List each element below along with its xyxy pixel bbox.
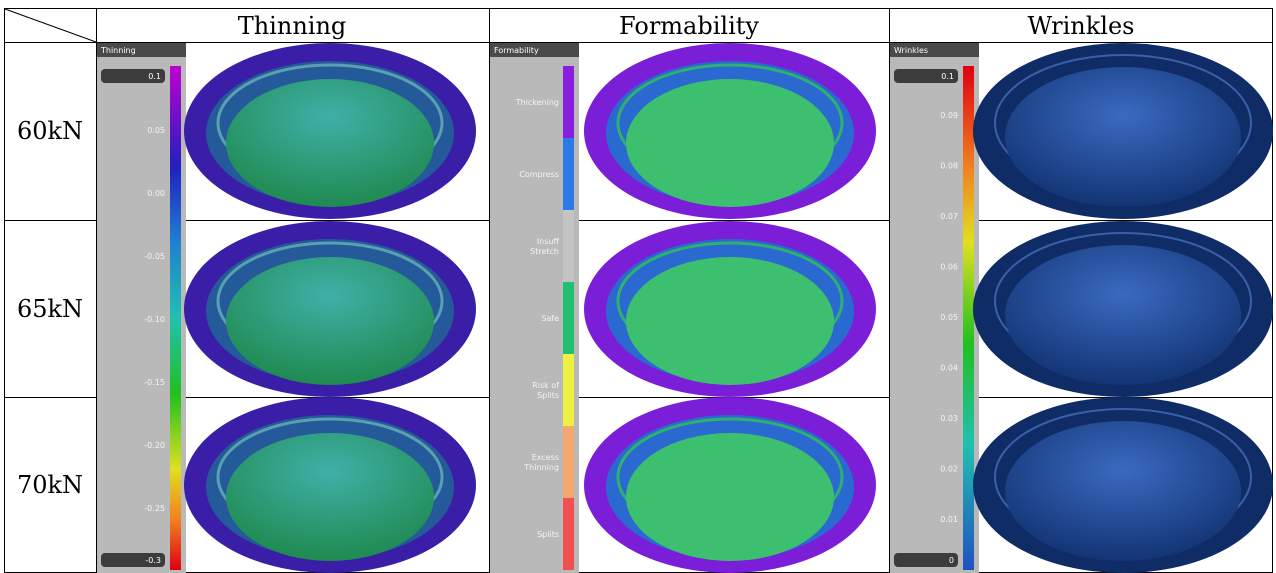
legend-bottom: -0.3 <box>145 556 161 565</box>
legend-top: 0.1 <box>941 72 954 81</box>
legend-label: Safe <box>541 314 559 323</box>
legend-label: -0.15 <box>144 378 165 387</box>
row-header: 60kN <box>17 117 83 145</box>
category-swatch <box>563 498 574 570</box>
legend-label: -0.05 <box>144 252 165 261</box>
row-header: 70kN <box>17 471 83 499</box>
legend-label: Splits <box>537 530 559 539</box>
legend-bottom: 0 <box>949 556 954 565</box>
legend-label: Insuff <box>537 237 560 246</box>
bowl-image <box>584 221 876 397</box>
legend-title: Thinning <box>100 46 136 55</box>
legend-label: 0.00 <box>147 189 165 198</box>
legend-label: 0.05 <box>940 313 958 322</box>
legend-label: 0.07 <box>940 212 958 221</box>
bowl-inner <box>226 257 434 385</box>
color-bar <box>170 66 181 570</box>
category-swatch <box>563 138 574 210</box>
bowl-inner <box>226 433 434 561</box>
legend-label: Stretch <box>530 247 559 256</box>
category-swatch <box>563 66 574 138</box>
legend-label: 0.08 <box>940 162 958 171</box>
row-header: 65kN <box>17 295 83 323</box>
category-swatch <box>563 426 574 498</box>
bowl-image <box>973 397 1273 573</box>
bowl-inner <box>226 79 434 207</box>
legend-label: Excess <box>532 453 559 462</box>
bowl-image <box>584 397 876 573</box>
column-header: Formability <box>619 12 759 40</box>
bowl-image <box>584 43 876 219</box>
legend-label: 0.03 <box>940 414 958 423</box>
legend-top: 0.1 <box>148 72 161 81</box>
legend-label: 0.09 <box>940 111 958 120</box>
legend-title: Formability <box>494 46 539 55</box>
legend-label: -0.25 <box>144 504 165 513</box>
legend-label: -0.10 <box>144 315 165 324</box>
category-swatch <box>563 282 574 354</box>
legend-label: Splits <box>537 391 559 400</box>
legend-label: Thinning <box>523 463 559 472</box>
legend-label: Compress <box>519 170 559 179</box>
bowl-inner <box>1005 245 1241 385</box>
bowl-inner <box>626 79 834 207</box>
bowl-image <box>184 221 476 397</box>
legend-label: 0.06 <box>940 263 958 272</box>
bowl-image <box>973 221 1273 397</box>
column-header: Thinning <box>238 12 347 40</box>
legend-label: -0.20 <box>144 441 165 450</box>
bowl-image <box>184 43 476 219</box>
bowl-inner <box>1005 421 1241 561</box>
color-bar <box>963 66 974 570</box>
column-header: Wrinkles <box>1028 12 1135 40</box>
category-swatch <box>563 210 574 282</box>
bowl-image <box>973 43 1273 219</box>
legend-label: 0.02 <box>940 465 958 474</box>
legend-label: 0.04 <box>940 364 958 373</box>
legend-title: Wrinkles <box>894 46 928 55</box>
legend-label: 0.05 <box>147 126 165 135</box>
bowl-inner <box>1005 67 1241 207</box>
figure-table: Thinning Formability Wrinkles 60kN 65kN 70kN T… <box>0 0 1276 573</box>
bowl-inner <box>626 433 834 561</box>
bowl-inner <box>626 257 834 385</box>
legend-label: 0.01 <box>940 515 958 524</box>
legend-label: Risk of <box>532 381 559 390</box>
legend-label: Thickening <box>515 98 559 107</box>
category-swatch <box>563 354 574 426</box>
bowl-image <box>184 397 476 573</box>
